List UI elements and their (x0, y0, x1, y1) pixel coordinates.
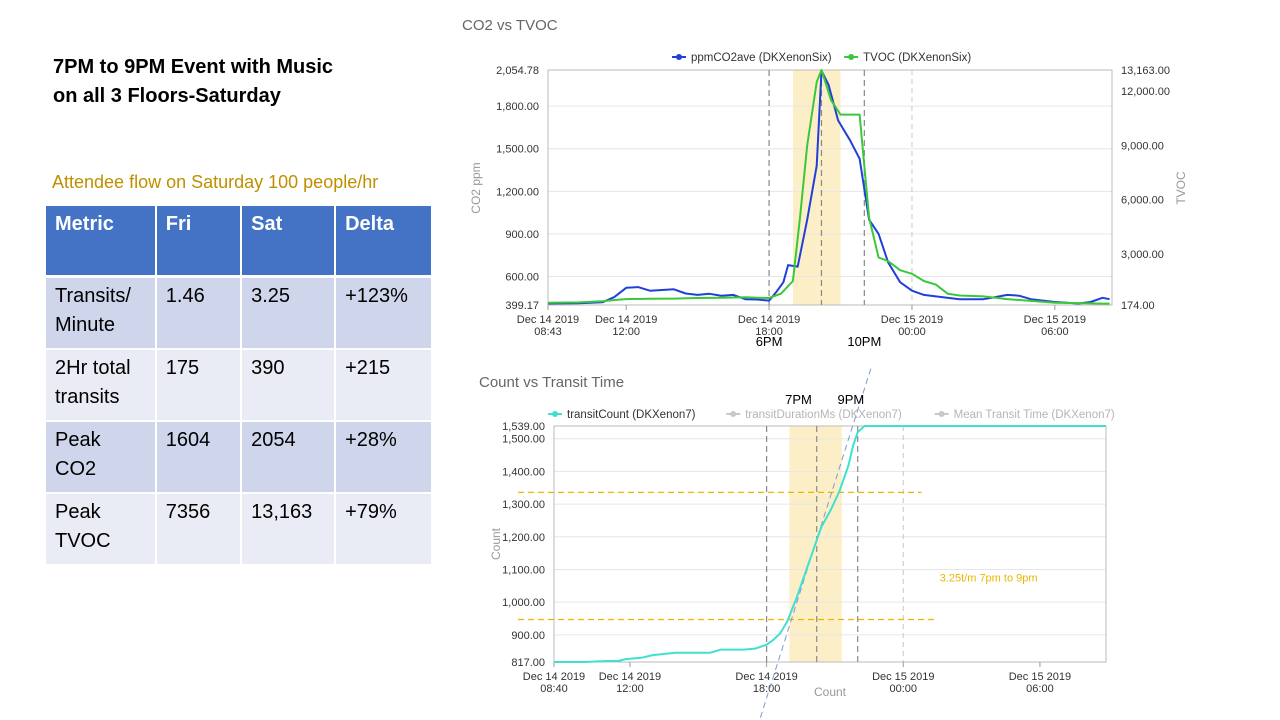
y-tick-label: 399.17 (505, 300, 539, 312)
plot-frame (547, 69, 1113, 306)
cell-sat: 390 (241, 349, 337, 422)
slide-title: 7PM to 9PM Event with Music on all 3 Flo… (53, 56, 334, 107)
y-tick-label: 1,500.00 (496, 144, 539, 156)
cell-delta: +28% (335, 421, 433, 494)
legend-swatch-dot (848, 54, 855, 60)
annotation-label: 9PM (838, 392, 865, 407)
chart-title: Count vs Transit Time (479, 374, 624, 391)
table-header-row: Metric Fri Sat Delta (46, 206, 433, 278)
x-tick-label: Dec 14 2019 12:00 (595, 314, 657, 338)
x-tick-label: Dec 14 2019 18:00 (735, 671, 797, 695)
cell-delta: +123% (335, 276, 433, 350)
y-tick-label: 1,539.00 (502, 421, 545, 433)
x-tick-label: Dec 15 2019 00:00 (881, 314, 943, 338)
y-tick-label: 900.00 (511, 630, 545, 642)
cell-sat: 2054 (241, 421, 337, 494)
cell-metric: Transits/ Minute (46, 276, 157, 350)
legend-swatch-dot (938, 411, 945, 417)
series-line (548, 69, 1110, 305)
cell-metric: 2Hr total transits (46, 349, 157, 422)
x-tick-label: Dec 15 2019 06:00 (1024, 314, 1086, 338)
legend-label: ppmCO2ave (DKXenonSix) (691, 52, 832, 64)
y-axis-label: CO2 ppm (469, 162, 483, 213)
cell-fri: 175 (155, 349, 243, 422)
legend-label: transitDurationMs (DKXenon7) (745, 409, 902, 421)
y-tick-label: 1,800.00 (496, 101, 539, 113)
y-tick-label: 1,000.00 (502, 597, 545, 609)
header-sat: Sat (241, 206, 337, 278)
y-axis-label: Count (489, 527, 503, 560)
header-delta: Delta (335, 206, 433, 278)
series-line (548, 69, 1110, 305)
highlight-band (792, 70, 841, 305)
plot-frame (553, 425, 1107, 663)
y2-tick-label: 12,000.00 (1121, 86, 1170, 98)
y2-tick-label: 6,000.00 (1121, 195, 1164, 207)
x-tick-label: Dec 14 2019 12:00 (599, 671, 661, 695)
metrics-table: Metric Fri Sat Delta Transits/ Minute 1.… (46, 206, 433, 566)
x-tick-label: Dec 14 2019 08:43 (517, 314, 579, 338)
y-tick-label: 1,500.00 (502, 434, 545, 446)
annotation-label: 10PM (847, 334, 881, 349)
cell-metric: Peak TVOC (46, 493, 157, 566)
y2-tick-label: 13,163.00 (1121, 65, 1170, 77)
cell-metric: Peak CO2 (46, 421, 157, 494)
y-tick-label: 1,300.00 (502, 499, 545, 511)
header-fri: Fri (155, 206, 243, 278)
legend-swatch-dot (676, 54, 682, 60)
x-tick-label: Dec 15 2019 06:00 (1009, 671, 1071, 695)
series-line (554, 425, 1106, 663)
header-metric: Metric (46, 206, 157, 278)
legend-label: TVOC (DKXenonSix) (863, 52, 971, 64)
x-tick-label: Dec 14 2019 18:00 (738, 314, 800, 338)
legend-swatch-dot (730, 411, 737, 417)
x-axis-label: Count (814, 685, 847, 699)
table-row: Peak CO2 1604 2054 +28% (46, 421, 433, 494)
y2-tick-label: 174.00 (1121, 300, 1155, 312)
y-tick-label: 1,200.00 (502, 532, 545, 544)
cell-fri: 7356 (155, 493, 243, 566)
y2-axis-label: TVOC (1174, 171, 1188, 205)
y2-tick-label: 3,000.00 (1121, 249, 1164, 261)
cell-sat: 13,163 (241, 493, 337, 566)
cell-delta: +215 (335, 349, 433, 422)
table-row: Transits/ Minute 1.46 3.25 +123% (46, 276, 433, 350)
cell-fri: 1604 (155, 421, 243, 494)
annotation-label: 7PM (785, 392, 812, 407)
cell-fri: 1.46 (155, 276, 243, 350)
annotation-text: 3.25t/m 7pm to 9pm (940, 573, 1038, 585)
highlight-band (789, 426, 842, 662)
chart-title: CO2 vs TVOC (462, 17, 558, 34)
legend-label: Mean Transit Time (DKXenon7) (954, 409, 1115, 421)
y2-tick-label: 9,000.00 (1121, 140, 1164, 152)
y-tick-label: 900.00 (505, 229, 539, 241)
y-tick-label: 1,200.00 (496, 186, 539, 198)
trend-line (759, 366, 872, 718)
legend-swatch-dot (552, 411, 558, 417)
x-tick-label: Dec 15 2019 00:00 (872, 671, 934, 695)
y-tick-label: 2,054.78 (496, 65, 539, 77)
slide-subtitle: Attendee flow on Saturday 100 people/hr (52, 172, 379, 192)
cell-delta: +79% (335, 493, 433, 566)
x-tick-label: Dec 14 2019 08:40 (523, 671, 585, 695)
cell-sat: 3.25 (241, 276, 337, 350)
legend-label: transitCount (DKXenon7) (567, 409, 696, 421)
y-tick-label: 600.00 (505, 271, 539, 283)
y-tick-label: 1,400.00 (502, 466, 545, 478)
table-row: 2Hr total transits 175 390 +215 (46, 349, 433, 422)
table-row: Peak TVOC 7356 13,163 +79% (46, 493, 433, 566)
annotation-label: 6PM (756, 334, 783, 349)
y-tick-label: 1,100.00 (502, 564, 545, 576)
y-tick-label: 817.00 (511, 657, 545, 669)
